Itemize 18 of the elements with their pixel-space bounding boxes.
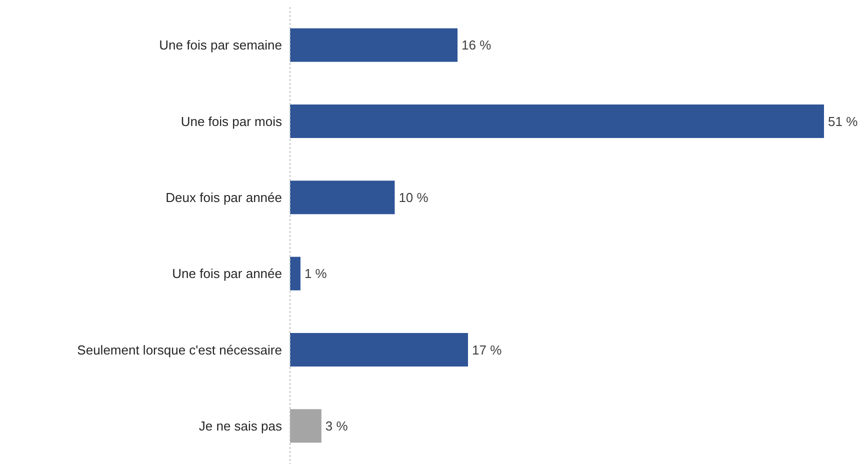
data-label: 1 %	[304, 266, 328, 282]
data-label: 17 %	[472, 342, 502, 358]
bar	[290, 332, 468, 367]
y-tick-label: Une fois par semaine	[159, 38, 282, 53]
bar	[290, 256, 300, 290]
bar	[290, 28, 458, 62]
y-tick-label: Je ne sais pas	[198, 418, 282, 434]
y-tick-label: Deux fois par année	[166, 190, 282, 205]
y-tick-label: Une fois par mois	[180, 114, 282, 129]
y-tick-label: Une fois par année	[172, 266, 282, 282]
data-label: 51 %	[828, 114, 858, 129]
data-label: 16 %	[462, 38, 492, 53]
y-tick-label: Seulement lorsque c'est nécessaire	[77, 342, 282, 358]
bar	[290, 180, 395, 214]
bar	[290, 104, 824, 138]
data-label: 10 %	[398, 190, 429, 205]
data-label: 3 %	[325, 418, 348, 434]
bar	[290, 409, 322, 443]
